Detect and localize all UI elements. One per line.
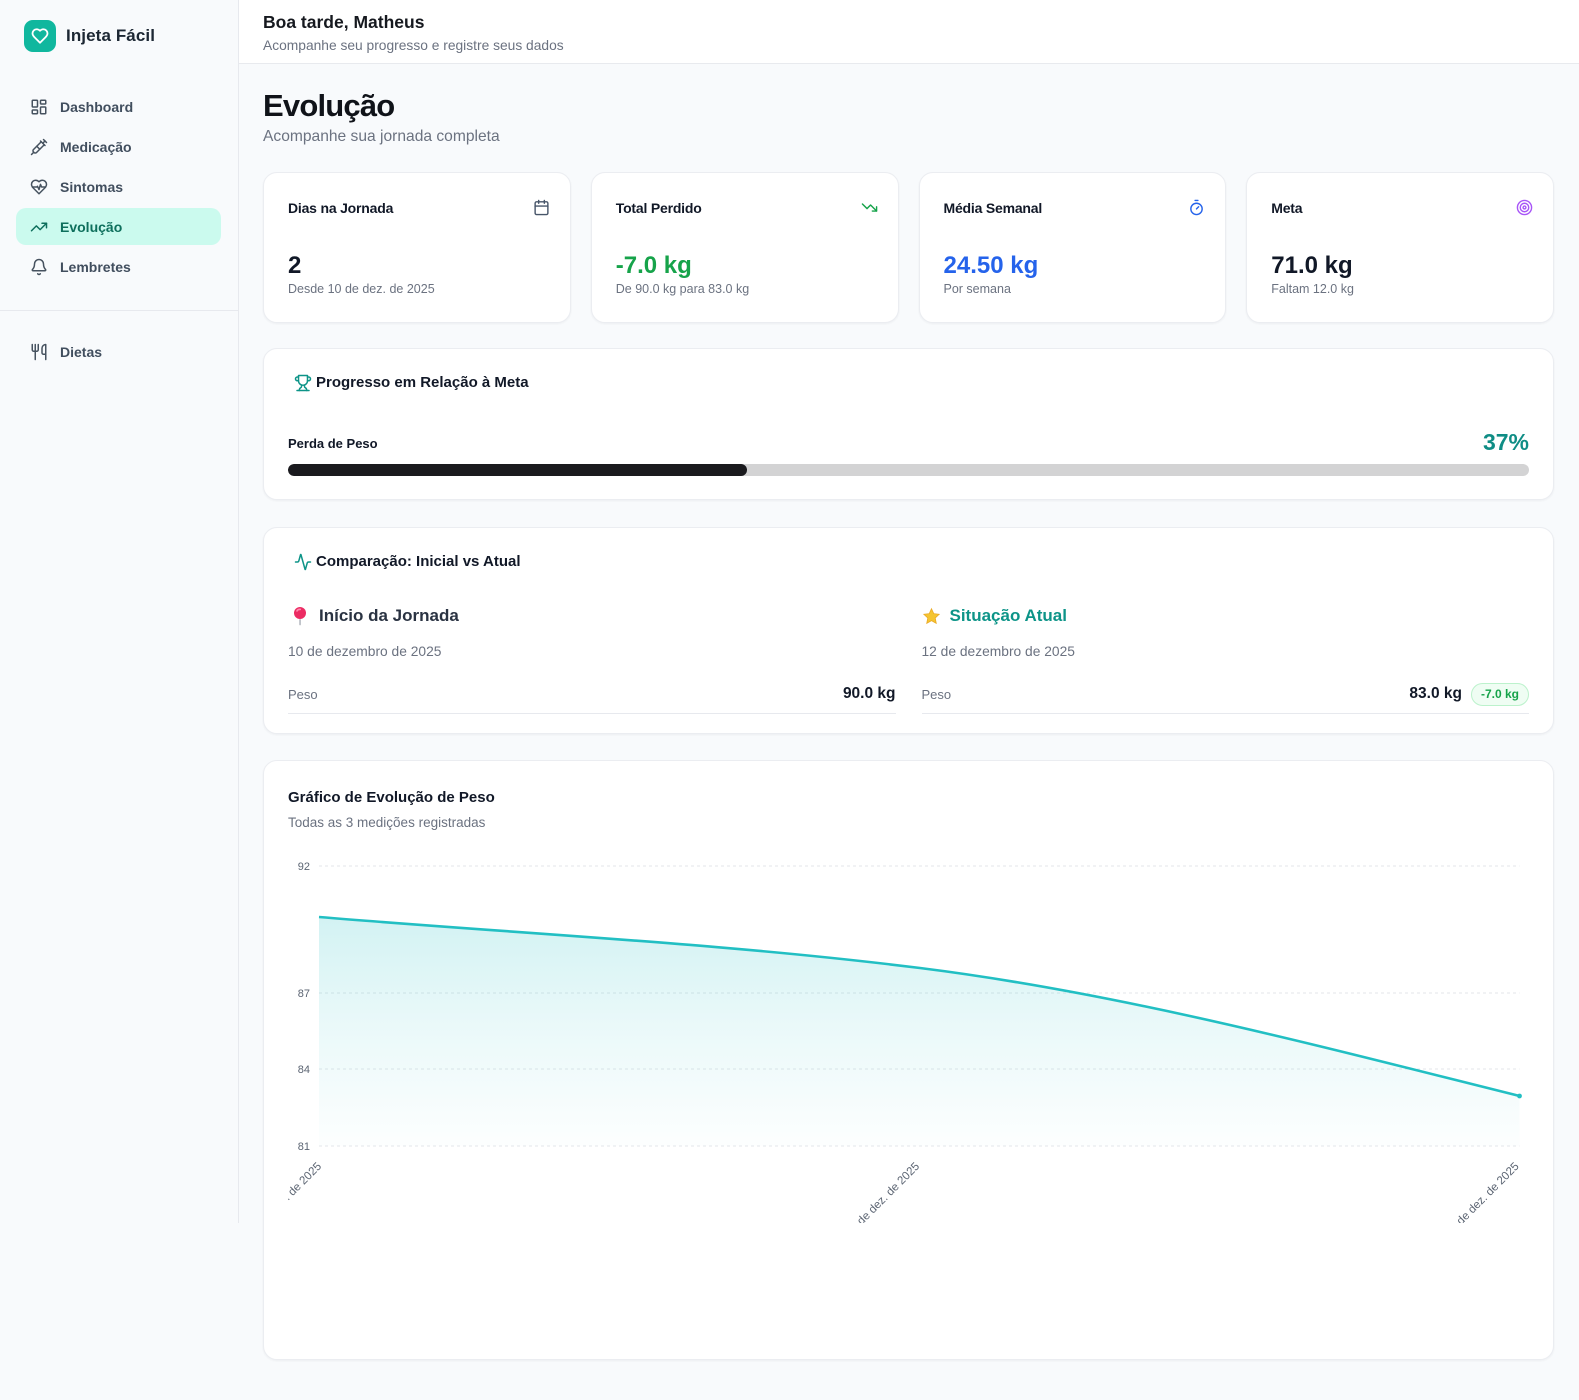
svg-text:81: 81 xyxy=(298,1141,310,1153)
svg-text:12 de dez. de 2025: 12 de dez. de 2025 xyxy=(1443,1161,1521,1223)
svg-text:92: 92 xyxy=(298,861,310,873)
svg-text:87: 87 xyxy=(298,988,310,1000)
svg-text:11 de dez. de 2025: 11 de dez. de 2025 xyxy=(845,1161,923,1223)
svg-text:10 de dez. de 2025: 10 de dez. de 2025 xyxy=(288,1161,324,1223)
svg-text:84: 84 xyxy=(298,1064,310,1076)
